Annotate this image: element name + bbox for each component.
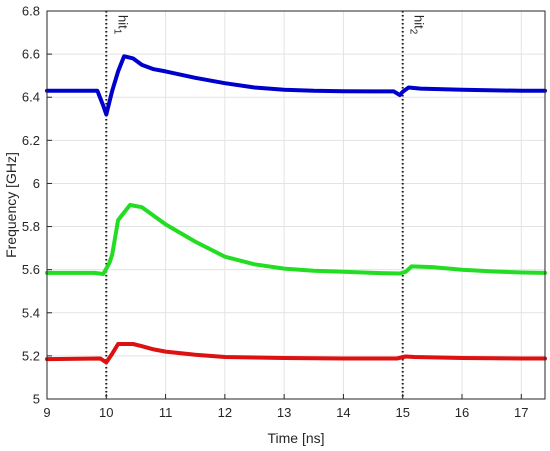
plot-frame [46, 10, 546, 400]
y-tick-label: 5.8 [22, 219, 40, 234]
x-tick-label: 12 [218, 405, 232, 420]
x-tick-label: 16 [455, 405, 469, 420]
y-tick-label: 5.4 [22, 305, 40, 320]
hit-label-text: hit [412, 15, 427, 29]
hit-marker-label: hit1 [111, 15, 130, 35]
axis-ticks: 9 10 11 12 13 14 15 16 1755.25.45.65.866.26.46.6… [22, 4, 529, 421]
hit-marker-lines [105, 11, 404, 399]
hit-marker-label: hit2 [408, 15, 427, 35]
y-tick-label: 5.2 [22, 348, 40, 363]
y-tick-label: 6.6 [22, 47, 40, 62]
x-axis-label: Time [ns] [267, 430, 324, 446]
hit-label-subscript: 2 [408, 29, 419, 35]
x-tick-label: 15 [395, 405, 409, 420]
y-tick-label: 5 [33, 392, 40, 407]
y-axis-label: Frequency [GHz] [3, 152, 19, 258]
y-tick-label: 6.4 [22, 90, 40, 105]
y-tick-label: 6.2 [22, 133, 40, 148]
series-layer [45, 54, 547, 365]
y-tick-label: 5.6 [22, 262, 40, 277]
x-tick-label: 17 [514, 405, 528, 420]
hit-label-subscript: 1 [111, 29, 122, 35]
hit-label-text: hit [115, 15, 130, 29]
series-line [45, 342, 547, 365]
x-tick-label: 10 [99, 405, 113, 420]
x-tick-label: 9 [43, 405, 50, 420]
x-tick-label: 14 [336, 405, 350, 420]
y-tick-label: 6 [33, 176, 40, 191]
y-tick-label: 6.8 [22, 4, 40, 19]
x-tick-label: 11 [159, 405, 173, 420]
series-line [45, 54, 547, 117]
x-tick-label: 13 [277, 405, 291, 420]
series-line [45, 203, 547, 276]
